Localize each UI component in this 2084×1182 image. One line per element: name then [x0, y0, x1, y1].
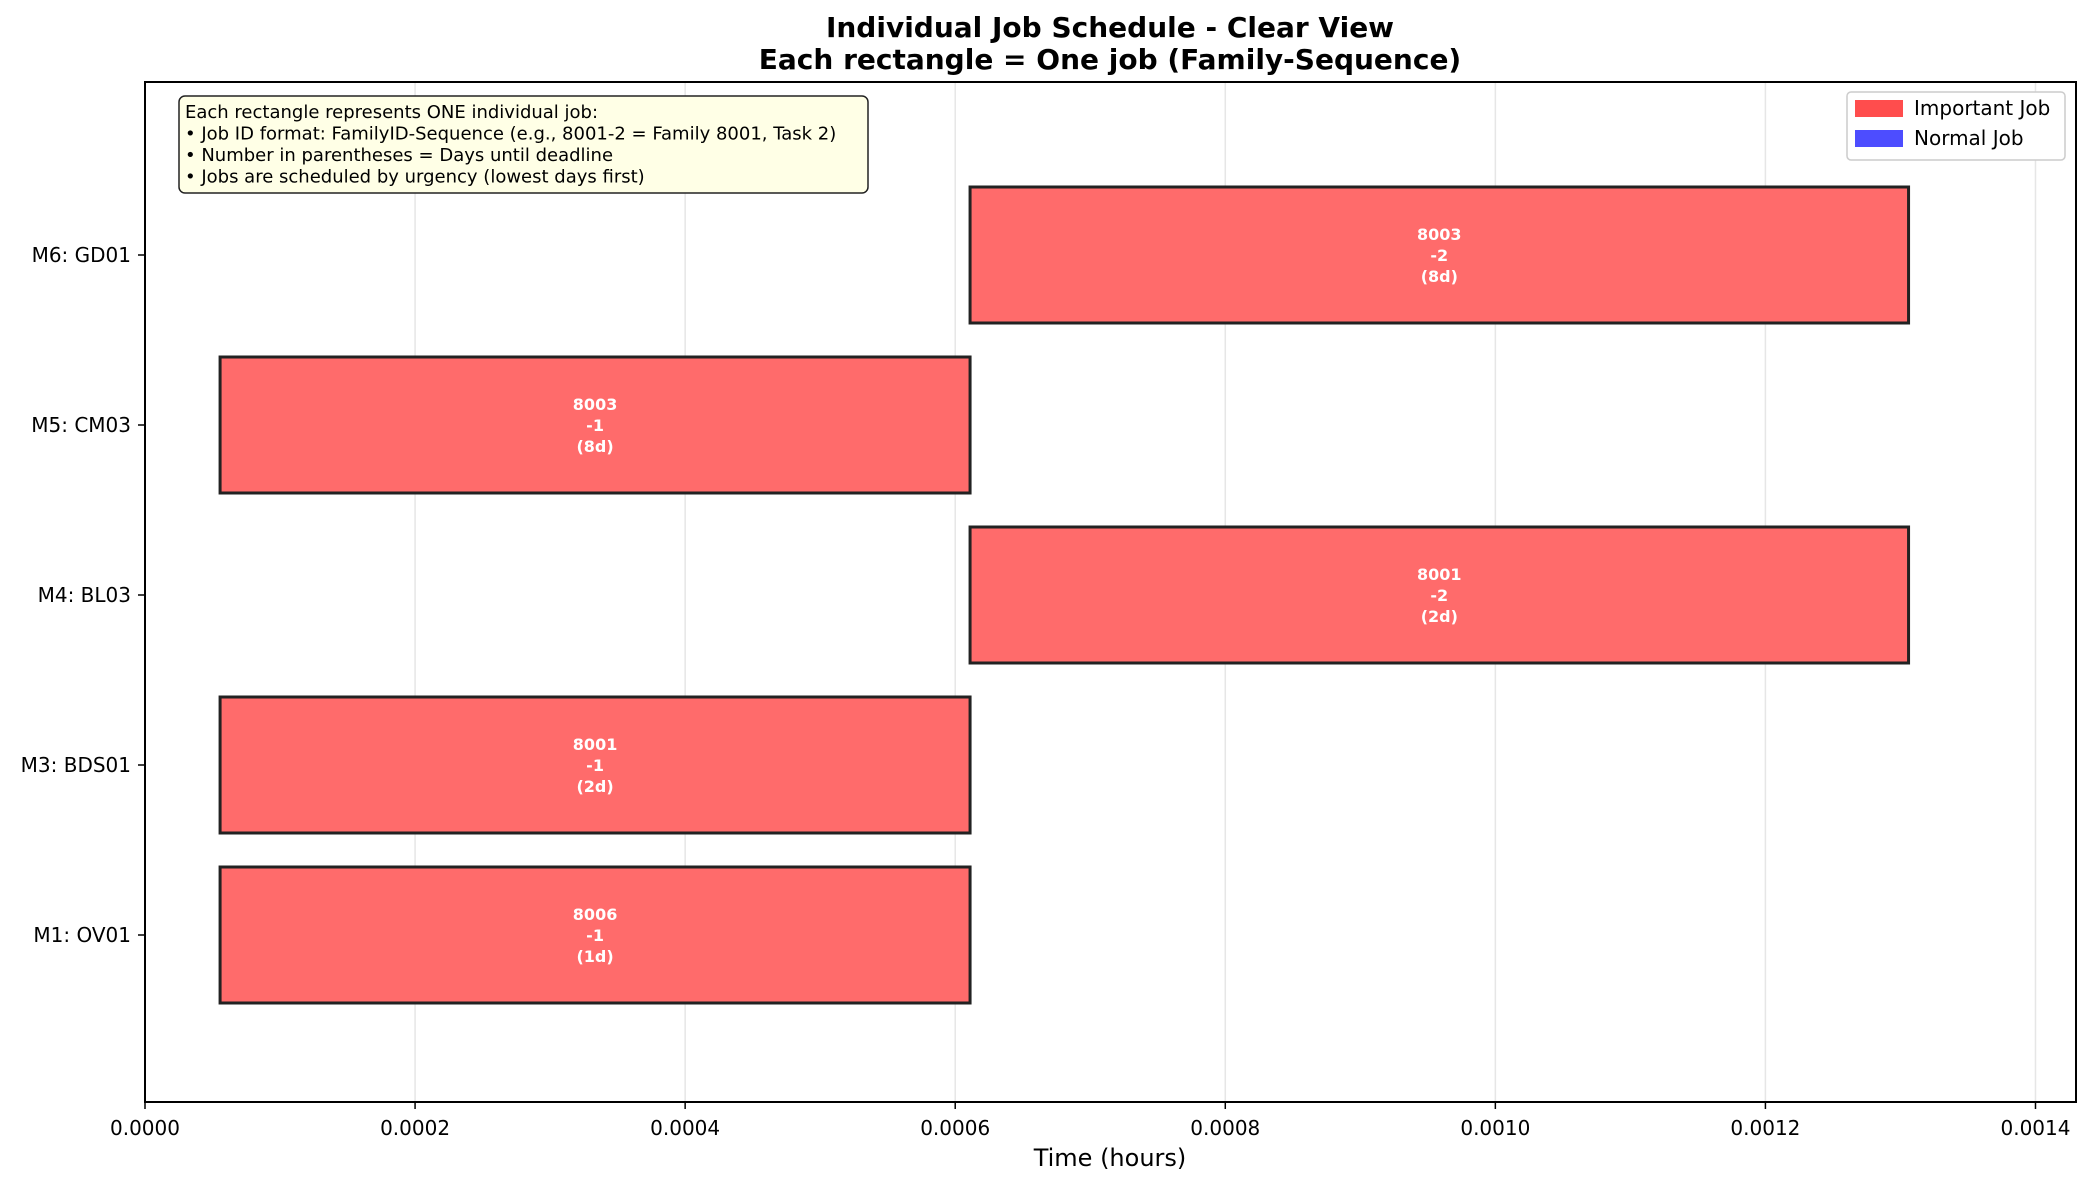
legend-label: Important Job: [1914, 96, 2050, 120]
annotation-line: • Job ID format: FamilyID-Sequence (e.g.…: [185, 124, 836, 145]
annotation-background: [178, 95, 869, 194]
job-bars: 8006 -1 (1d) 8001 -1 (2d) 8001 -2 (2d) 8003 -1 (8d)…: [218, 185, 1911, 1005]
job-bar: [218, 355, 972, 495]
chart-subtitle: Each rectangle = One job (Family-Sequenc…: [759, 43, 1461, 76]
job-label: 8003: [573, 395, 618, 414]
job-label: (1d): [576, 947, 613, 966]
x-axis-label: Time (hours): [1033, 1144, 1187, 1172]
job-label: -2: [1430, 586, 1448, 605]
legend: Important Job Normal Job: [1846, 91, 2066, 161]
legend-swatch: [1855, 100, 1903, 117]
x-axis-ticks: 0.0000 0.0002 0.0004 0.0006 0.0008 0.0010 0.00…: [110, 1102, 2070, 1140]
job-label: (2d): [576, 777, 613, 796]
legend-swatch: [1855, 130, 1903, 147]
annotation-box: Each rectangle represents ONE individual…: [178, 95, 869, 194]
annotation-line: Each rectangle represents ONE individual…: [185, 102, 598, 123]
x-tick-label: 0.0010: [1460, 1116, 1530, 1140]
annotation-line: • Jobs are scheduled by urgency (lowest …: [185, 167, 645, 188]
x-tick-label: 0.0012: [1730, 1116, 1800, 1140]
legend-label: Normal Job: [1914, 126, 2024, 150]
y-tick-label: M4: BL03: [38, 583, 131, 607]
x-tick-label: 0.0008: [1190, 1116, 1260, 1140]
plot-frame: [144, 81, 2077, 1103]
job-label: -1: [586, 926, 604, 945]
y-tick-label: M5: CM03: [31, 413, 131, 437]
job-label: 8003: [1417, 225, 1462, 244]
job-label: 8006: [573, 905, 618, 924]
job-label: 8001: [573, 735, 618, 754]
x-tick-label: 0.0000: [110, 1116, 180, 1140]
job-bar: [968, 525, 1911, 665]
x-tick-label: 0.0014: [2000, 1116, 2070, 1140]
job-label: (8d): [576, 437, 613, 456]
y-tick-label: M3: BDS01: [21, 753, 131, 777]
job-bar: [968, 185, 1911, 325]
job-label: -1: [586, 416, 604, 435]
job-label: (2d): [1421, 607, 1458, 626]
x-tick-label: 0.0006: [920, 1116, 990, 1140]
y-tick-label: M6: GD01: [32, 243, 131, 267]
job-bar: [218, 695, 972, 835]
x-tick-label: 0.0002: [380, 1116, 450, 1140]
annotation-line: • Number in parentheses = Days until dea…: [185, 145, 613, 166]
chart-title: Individual Job Schedule - Clear View: [826, 11, 1394, 44]
job-label: 8001: [1417, 565, 1462, 584]
y-axis-ticks: M1: OV01 M3: BDS01 M4: BL03 M5: CM03 M6: GD0…: [21, 243, 145, 947]
job-bar: [218, 865, 972, 1005]
y-tick-label: M1: OV01: [33, 923, 131, 947]
job-label: -1: [586, 756, 604, 775]
job-label: -2: [1430, 246, 1448, 265]
job-label: (8d): [1421, 267, 1458, 286]
x-tick-label: 0.0004: [650, 1116, 720, 1140]
